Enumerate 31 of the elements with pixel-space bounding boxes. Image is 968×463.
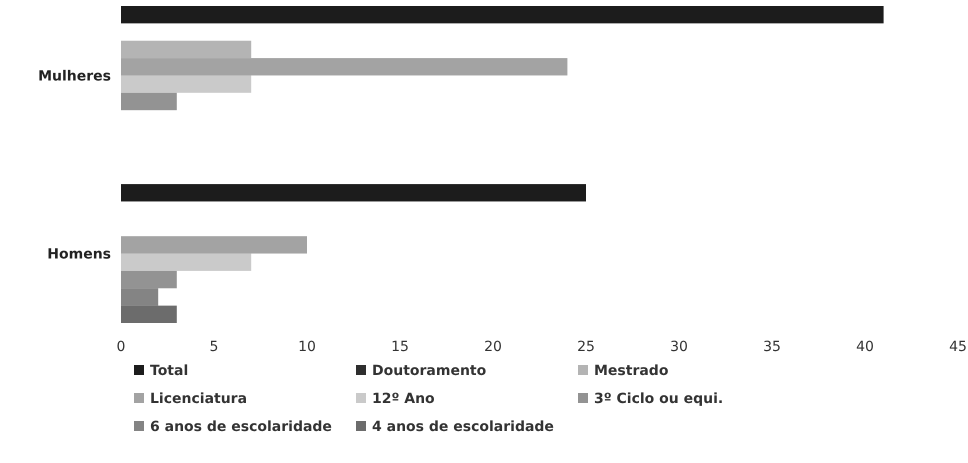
bar xyxy=(121,254,252,271)
bar xyxy=(121,236,307,254)
legend-label: 3º Ciclo ou equi. xyxy=(594,391,724,407)
legend-label: Licenciatura xyxy=(150,391,248,407)
x-tick-label: 45 xyxy=(949,339,967,355)
legend-label: Doutoramento xyxy=(372,363,487,379)
legend-label: 6 anos de escolaridade xyxy=(150,419,332,435)
x-tick-label: 20 xyxy=(484,339,502,355)
legend-label: 4 anos de escolaridade xyxy=(372,419,554,435)
legend-label: 12º Ano xyxy=(372,391,436,407)
bar xyxy=(121,306,177,323)
bar xyxy=(121,6,884,24)
x-tick-label: 40 xyxy=(856,339,874,355)
x-tick-label: 5 xyxy=(210,339,218,355)
bar xyxy=(121,92,177,110)
bar xyxy=(121,270,177,288)
y-tick-label: Mulheres xyxy=(38,68,111,84)
bar xyxy=(121,58,568,76)
x-tick-label: 30 xyxy=(670,339,688,355)
x-tick-label: 0 xyxy=(116,339,126,355)
x-tick-label: 35 xyxy=(763,339,781,355)
x-tick-label: 15 xyxy=(391,339,409,355)
legend-label: Total xyxy=(150,363,188,379)
bar xyxy=(121,40,252,58)
x-tick-label: 25 xyxy=(577,339,595,355)
y-tick-label: Homens xyxy=(47,246,111,263)
bar xyxy=(121,184,586,202)
legend-label: Mestrado xyxy=(594,363,669,379)
x-tick-label: 10 xyxy=(298,339,316,355)
bar xyxy=(121,75,252,93)
bar xyxy=(121,288,158,306)
